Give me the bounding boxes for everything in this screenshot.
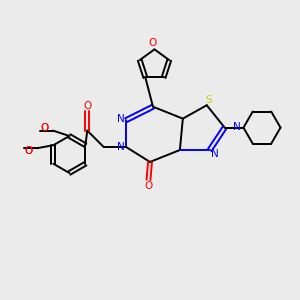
Text: N: N [117, 142, 124, 152]
Text: O: O [25, 146, 33, 156]
Text: N: N [117, 114, 124, 124]
Text: S: S [205, 95, 211, 105]
Text: O: O [144, 181, 153, 191]
Text: O: O [41, 123, 49, 133]
Text: O: O [148, 38, 157, 48]
Text: O: O [83, 101, 92, 111]
Text: N: N [233, 122, 241, 132]
Text: O: O [25, 146, 33, 156]
Text: N: N [211, 149, 219, 160]
Text: O: O [41, 123, 49, 133]
